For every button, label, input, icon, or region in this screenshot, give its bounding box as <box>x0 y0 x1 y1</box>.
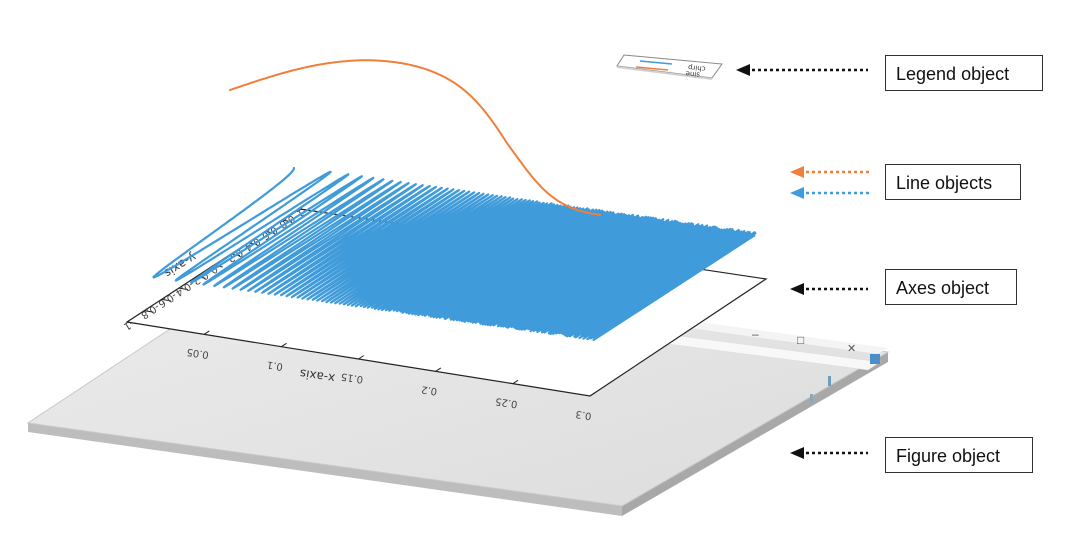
y-tick-label: 1 <box>294 206 305 219</box>
y-tick-mark <box>178 287 189 291</box>
line-arrow-blue <box>790 187 872 199</box>
legend-chirp-label: chirp <box>687 63 706 73</box>
y-tick-label: -1 <box>121 317 135 332</box>
legend-chirp-swatch <box>639 60 673 65</box>
x-tick-mark <box>358 355 364 360</box>
figure-edge-marker <box>810 394 813 403</box>
legend-sine-label: sine <box>685 69 700 78</box>
x-tick-label: 0.2 <box>421 383 438 396</box>
x-tick-mark <box>512 379 519 385</box>
x-tick-label: 0.3 <box>575 408 592 421</box>
x-axis-ticks: 0.05 0.1 0.15 0.2 0.25 0.3 <box>186 220 687 421</box>
figure-minimize-button[interactable]: – <box>752 327 759 341</box>
y-tick-mark <box>126 321 137 324</box>
x-tick-mark <box>435 367 442 372</box>
figure-edge-marker <box>828 376 831 386</box>
annotation-arrows <box>736 64 872 459</box>
legend-box-shadow <box>617 66 712 80</box>
x-tick-mark <box>281 342 287 348</box>
figure-slab-side-right <box>622 352 888 516</box>
figure-close-button[interactable]: ✕ <box>847 343 856 355</box>
x-tick-label: 0.15 <box>340 370 364 384</box>
line-objects-label: Line objects <box>885 164 1021 200</box>
legend-arrow <box>736 64 868 76</box>
line-arrow-orange <box>790 166 872 178</box>
x-tick-label: 0.1 <box>266 359 283 372</box>
figure-arrow <box>790 447 868 459</box>
figure-slab-side <box>28 423 622 516</box>
x-tick-label: 0.25 <box>495 395 519 409</box>
legend-object-label: Legend object <box>885 55 1043 91</box>
x-tick-label: 0.05 <box>186 346 210 360</box>
figure-toolbar-icon <box>870 354 880 364</box>
line-objects-layer <box>152 59 757 341</box>
x-tick-mark <box>203 330 210 335</box>
legend-object: chirp sine <box>616 54 723 80</box>
axes-object-label: Axes object <box>885 269 1017 305</box>
x-axis-label: x-axis <box>299 366 336 385</box>
axes-arrow <box>790 283 868 295</box>
x-tick-mark <box>589 392 596 397</box>
sine-line <box>229 59 601 216</box>
y-tick-mark <box>161 298 171 302</box>
chirp-line <box>152 166 757 341</box>
legend-sine-swatch <box>635 66 669 71</box>
figure-object-label: Figure object <box>885 437 1033 473</box>
figure-window-titlebar <box>690 322 888 354</box>
y-tick-mark <box>144 310 154 313</box>
figure-maximize-button[interactable]: □ <box>797 333 804 347</box>
